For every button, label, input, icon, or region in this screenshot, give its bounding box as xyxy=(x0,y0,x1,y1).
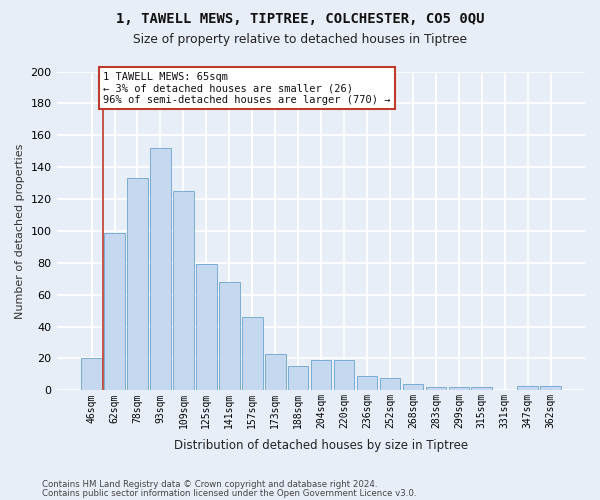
Bar xyxy=(127,178,148,390)
Bar xyxy=(380,378,400,390)
Text: 1 TAWELL MEWS: 65sqm
← 3% of detached houses are smaller (26)
96% of semi-detach: 1 TAWELL MEWS: 65sqm ← 3% of detached ho… xyxy=(103,72,391,104)
Text: 1, TAWELL MEWS, TIPTREE, COLCHESTER, CO5 0QU: 1, TAWELL MEWS, TIPTREE, COLCHESTER, CO5… xyxy=(116,12,484,26)
Bar xyxy=(357,376,377,390)
Bar xyxy=(242,317,263,390)
Bar xyxy=(219,282,239,391)
Text: Size of property relative to detached houses in Tiptree: Size of property relative to detached ho… xyxy=(133,33,467,46)
Text: Contains public sector information licensed under the Open Government Licence v3: Contains public sector information licen… xyxy=(42,489,416,498)
X-axis label: Distribution of detached houses by size in Tiptree: Distribution of detached houses by size … xyxy=(174,440,468,452)
Bar xyxy=(541,386,561,390)
Y-axis label: Number of detached properties: Number of detached properties xyxy=(15,143,25,318)
Bar xyxy=(81,358,102,390)
Bar xyxy=(196,264,217,390)
Bar xyxy=(425,387,446,390)
Bar xyxy=(449,387,469,390)
Bar xyxy=(334,360,355,390)
Bar xyxy=(173,191,194,390)
Text: Contains HM Land Registry data © Crown copyright and database right 2024.: Contains HM Land Registry data © Crown c… xyxy=(42,480,377,489)
Bar xyxy=(403,384,423,390)
Bar xyxy=(311,360,331,390)
Bar xyxy=(265,354,286,391)
Bar xyxy=(150,148,171,390)
Bar xyxy=(472,387,492,390)
Bar xyxy=(104,232,125,390)
Bar xyxy=(288,366,308,390)
Bar xyxy=(517,386,538,390)
